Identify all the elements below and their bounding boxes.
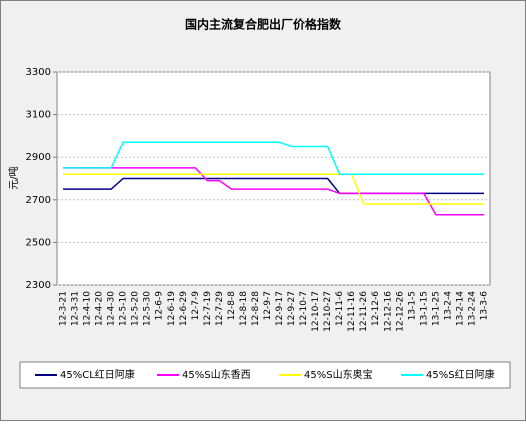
- x-tick-label: 12-4-10: [83, 291, 93, 326]
- series-line: [63, 141, 484, 175]
- x-tick-label: 12-12-16: [383, 291, 393, 332]
- x-tick-label: 12-4-30: [107, 291, 117, 326]
- x-tick-label: 12-10-7: [299, 291, 309, 326]
- x-tick-label: 12-5-20: [131, 291, 141, 326]
- y-tick-label: 2700: [26, 195, 51, 206]
- x-tick-label: 12-7-29: [215, 291, 225, 326]
- x-tick-label: 12-10-17: [311, 291, 321, 332]
- y-tick-label: 2500: [26, 237, 51, 248]
- x-tick-label: 12-8-8: [227, 291, 237, 321]
- x-tick-label: 12-6-19: [167, 291, 177, 326]
- x-tick-label: 12-5-10: [119, 291, 129, 326]
- x-tick-label: 13-2-24: [467, 291, 477, 326]
- x-tick-label: 13-1-5: [407, 291, 417, 320]
- x-tick-label: 12-4-20: [95, 291, 105, 326]
- series-line: [63, 173, 484, 205]
- x-tick-label: 13-3-6: [479, 291, 489, 321]
- x-tick-label: 12-9-27: [287, 291, 297, 326]
- x-tick-label: 13-1-15: [419, 291, 429, 326]
- chart-title: 国内主流复合肥出厂价格指数: [185, 17, 342, 32]
- x-tick-label: 12-12-6: [371, 291, 381, 326]
- y-tick-label: 3300: [26, 67, 51, 78]
- x-tick-label: 12-8-28: [251, 291, 261, 326]
- x-tick-label: 13-2-14: [455, 291, 465, 326]
- legend: [19, 361, 511, 389]
- x-tick-label: 12-6-29: [179, 291, 189, 326]
- series-line: [63, 167, 484, 216]
- x-tick-label: 12-11-26: [359, 291, 369, 332]
- y-tick-label: 2300: [26, 280, 51, 291]
- x-tick-label: 12-3-31: [71, 291, 81, 326]
- legend-label: 45%S山东香西: [182, 368, 251, 381]
- x-tick-label: 12-3-21: [59, 291, 69, 326]
- x-tick-label: 12-8-18: [239, 291, 249, 326]
- x-tick-label: 12-6-9: [155, 291, 165, 321]
- legend-label: 45%S红日阿康: [426, 368, 495, 381]
- y-tick-label: 3100: [26, 110, 51, 121]
- legend-label: 45%S山东奥宝: [304, 368, 373, 381]
- x-tick-label: 12-9-7: [263, 291, 273, 320]
- legend-label: 45%CL红日阿康: [60, 368, 135, 381]
- x-tick-label: 13-1-25: [431, 291, 441, 326]
- y-tick-label: 2900: [26, 152, 51, 163]
- x-tick-label: 12-11-6: [335, 291, 345, 326]
- x-tick-label: 12-7-19: [203, 291, 213, 326]
- x-tick-label: 12-12-26: [395, 291, 405, 332]
- x-tick-label: 13-2-4: [443, 291, 453, 321]
- x-tick-label: 12-9-17: [275, 291, 285, 326]
- x-tick-label: 12-10-27: [323, 291, 333, 332]
- x-tick-label: 12-7-9: [191, 291, 201, 321]
- x-tick-label: 12-5-30: [143, 291, 153, 326]
- y-axis-label: 元/吨: [7, 166, 20, 189]
- x-tick-label: 12-11-16: [347, 291, 357, 332]
